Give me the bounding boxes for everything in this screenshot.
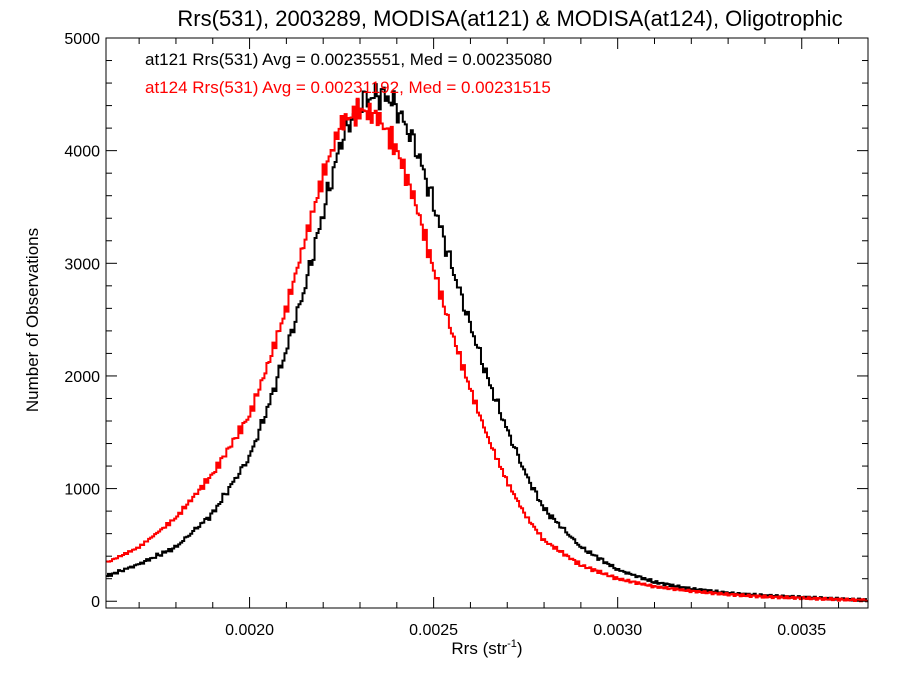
x-axis-label-close: ) (517, 639, 523, 658)
x-tick-label: 0.0020 (225, 622, 274, 639)
chart-title: Rrs(531), 2003289, MODISA(at121) & MODIS… (177, 6, 842, 31)
series-line-at121 (106, 83, 868, 603)
y-axis-label: Number of Observations (23, 228, 42, 412)
legend-entry-at121: at121 Rrs(531) Avg = 0.00235551, Med = 0… (145, 50, 552, 69)
series-line-at124 (106, 97, 868, 603)
legend-entry-at124: at124 Rrs(531) Avg = 0.00231192, Med = 0… (145, 78, 551, 97)
plot-area: 0.0020 0.0025 0.0030 0.0035 0 1000 2000 3000 400… (64, 31, 869, 639)
plot-frame (105, 37, 869, 609)
y-tick-label: 1000 (64, 482, 100, 499)
y-tick-label: 0 (91, 594, 100, 611)
y-tick-label: 5000 (64, 31, 100, 48)
y-tick-label: 4000 (64, 144, 100, 161)
x-axis-label-exponent: -1 (507, 638, 517, 650)
x-axis-label-base: Rrs (str (451, 639, 507, 658)
y-tick-label: 2000 (64, 369, 100, 386)
y-tick-label: 3000 (64, 256, 100, 273)
x-axis-label: Rrs (str-1) (451, 638, 522, 658)
x-tick-label: 0.0030 (593, 622, 642, 639)
x-tick-label: 0.0035 (777, 622, 826, 639)
x-tick-label: 0.0025 (409, 622, 458, 639)
